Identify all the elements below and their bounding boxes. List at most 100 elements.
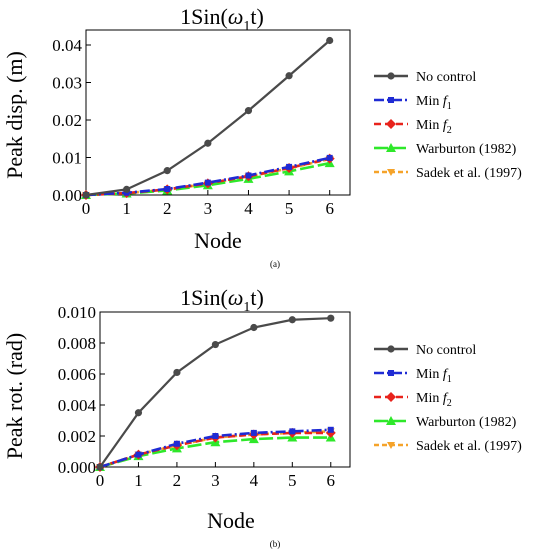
data-point <box>327 314 335 322</box>
legend-entry: Sadek et al. (1997) <box>374 439 522 454</box>
data-point <box>204 179 211 186</box>
x-tick-label: 5 <box>285 199 294 218</box>
legend-marker <box>386 143 396 152</box>
x-tick-label: 4 <box>244 199 253 218</box>
x-tick-label: 6 <box>327 471 336 490</box>
data-point <box>285 72 293 80</box>
legend-entry: Warburton (1982) <box>374 415 517 430</box>
legend-label: Min f1 <box>416 367 452 385</box>
legend-marker <box>387 442 395 449</box>
y-tick-label: 0.01 <box>52 149 82 168</box>
x-tick-label: 1 <box>134 471 143 490</box>
x-tick-label: 2 <box>163 199 172 218</box>
y-tick-label: 0.02 <box>52 111 82 130</box>
x-tick-label: 6 <box>325 199 334 218</box>
data-point <box>326 36 334 45</box>
legend-label: Sadek et al. (1997) <box>416 166 522 181</box>
x-tick-label: 3 <box>204 199 213 218</box>
y-tick-label: 0.006 <box>58 365 96 384</box>
y-tick-label: 0.004 <box>58 396 97 415</box>
legend-entry: No control <box>374 70 476 85</box>
legend-label: Min f2 <box>416 391 452 409</box>
axis-ticks: 0.00 0.01 0.02 0.03 0.04 0 1 2 3 4 5 6 <box>52 36 334 218</box>
legend-label: Warburton (1982) <box>416 415 517 430</box>
y-tick-label: 0.008 <box>58 334 96 353</box>
x-axis-label: Node <box>194 228 242 253</box>
legend-entry: Min f1 <box>374 94 452 112</box>
series-group <box>81 36 335 200</box>
data-point <box>96 463 104 471</box>
x-tick-label: 4 <box>250 471 259 490</box>
legend-marker <box>387 72 395 80</box>
data-point <box>211 340 219 349</box>
legend-entry: Sadek et al. (1997) <box>374 166 522 181</box>
x-tick-label: 3 <box>211 471 220 490</box>
data-point <box>286 163 293 170</box>
legend-label: Sadek et al. (1997) <box>416 439 522 454</box>
legend-label: Min f2 <box>416 118 452 136</box>
y-tick-label: 0.00 <box>52 186 82 205</box>
data-point <box>212 433 219 439</box>
x-tick-label: 2 <box>173 471 182 490</box>
y-tick-label: 0.03 <box>52 74 82 93</box>
legend-marker <box>387 345 395 353</box>
legend-marker <box>387 169 395 176</box>
x-tick-label: 0 <box>82 199 91 218</box>
chart-panel-b: 1Sin(ω1t) Peak rot. (rad) Node (b) 0.000… <box>2 285 522 549</box>
data-point <box>163 167 171 175</box>
legend-entry: Min f2 <box>374 118 452 136</box>
data-point <box>326 154 333 161</box>
data-point <box>244 107 253 115</box>
x-tick-label: 1 <box>122 199 131 218</box>
data-point <box>164 186 171 192</box>
legend: No control Min f1 Min f2 Warburton (1982) Sa… <box>374 343 522 454</box>
data-point <box>134 409 143 417</box>
axis-ticks: 0.000 0.002 0.004 0.006 0.008 0.010 0 1 2 3 4 5 6 <box>58 303 335 490</box>
data-point <box>289 428 296 435</box>
y-axis-label: Peak disp. (m) <box>2 51 27 179</box>
y-tick-label: 0.04 <box>52 36 82 55</box>
data-point <box>173 440 180 447</box>
chart-panel-a: 1Sin(ω1t) Peak disp. (m) Node (a) 0.000.… <box>2 4 522 269</box>
x-tick-label: 5 <box>288 471 297 490</box>
legend: No control Min f1 Min f2 Warburton (1982) Sa… <box>374 70 522 181</box>
x-axis-label: Node <box>207 508 255 533</box>
data-point <box>173 368 181 377</box>
data-point <box>123 185 131 193</box>
chart-title: 1Sin(ω1t) <box>180 4 264 34</box>
panel-label: (a) <box>270 259 280 269</box>
legend-label: Min f1 <box>416 94 452 112</box>
y-axis-label: Peak rot. (rad) <box>2 333 27 459</box>
legend-marker <box>388 370 394 376</box>
legend-entry: Min f1 <box>374 367 452 385</box>
x-tick-label: 0 <box>96 471 105 490</box>
data-point <box>288 316 296 324</box>
y-tick-label: 0.010 <box>58 303 96 322</box>
data-point <box>204 139 212 147</box>
legend-entry: No control <box>374 343 476 358</box>
legend-entry: Min f2 <box>374 391 452 409</box>
series-no-control <box>82 36 334 199</box>
data-point <box>250 429 257 436</box>
data-point <box>82 191 90 199</box>
data-point <box>135 451 142 458</box>
series-no-control <box>96 314 335 471</box>
panel-label: (b) <box>270 539 281 549</box>
data-point <box>250 323 258 332</box>
plot-frame <box>85 29 351 196</box>
data-point <box>327 426 334 433</box>
legend-marker <box>386 119 396 129</box>
legend-marker <box>386 392 396 402</box>
legend-entry: Warburton (1982) <box>374 142 517 157</box>
chart-title: 1Sin(ω1t) <box>180 285 264 315</box>
plot-frame <box>99 311 351 468</box>
legend-marker <box>388 97 394 103</box>
legend-marker <box>386 416 396 425</box>
legend-label: Warburton (1982) <box>416 142 517 157</box>
y-tick-label: 0.000 <box>58 458 96 477</box>
data-point <box>245 172 252 179</box>
series-group <box>95 314 336 472</box>
y-tick-label: 0.002 <box>58 427 96 446</box>
legend-label: No control <box>416 70 476 85</box>
